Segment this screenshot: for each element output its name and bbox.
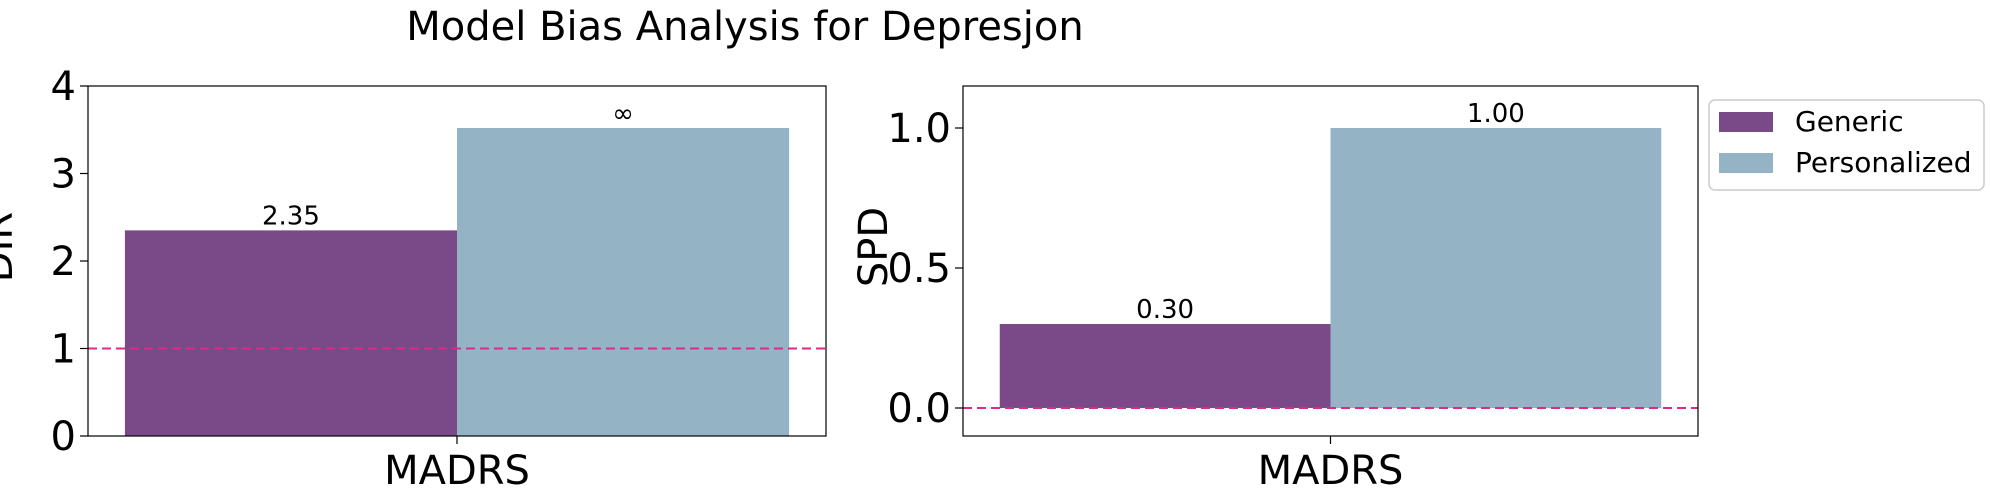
legend-label-personalized: Personalized (1795, 146, 1972, 179)
bar-personalized-spd (1330, 128, 1662, 408)
dir-panel: 2.35 ∞ 0 1 2 3 4 MADRS DIR (0, 64, 827, 494)
y-tick-label: 1.0 (887, 106, 951, 152)
y-tick-label: 0.0 (887, 386, 951, 432)
legend-swatch-personalized (1719, 153, 1773, 173)
figure-title: Model Bias Analysis for Depresjon (406, 4, 1083, 50)
y-tick-label: 4 (51, 64, 76, 110)
legend-label-generic: Generic (1795, 105, 1904, 138)
y-tick-label: 0.5 (887, 246, 951, 292)
bar-generic-dir (124, 230, 458, 436)
bar-value-label: 2.35 (262, 201, 320, 231)
bar-generic-spd (999, 324, 1331, 408)
x-tick-label: MADRS (384, 448, 530, 494)
y-axis-label: SPD (851, 207, 897, 287)
y-tick-label: 1 (51, 327, 76, 373)
bar-value-label: ∞ (612, 99, 634, 129)
spd-panel: 0.30 1.00 0.0 0.5 1.0 MADRS SPD (851, 85, 1699, 494)
bar-personalized-dir (457, 128, 790, 436)
y-tick-label: 2 (51, 239, 76, 285)
y-axis-label: DIR (0, 212, 22, 282)
legend: Generic Personalized (1708, 99, 1985, 191)
x-tick-label: MADRS (1258, 448, 1404, 494)
legend-box (1708, 99, 1985, 191)
y-tick-label: 0 (51, 414, 76, 460)
y-tick-label: 3 (51, 152, 76, 198)
legend-swatch-generic (1719, 112, 1773, 132)
bar-value-label: 1.00 (1467, 99, 1525, 129)
bar-value-label: 0.30 (1136, 295, 1194, 325)
